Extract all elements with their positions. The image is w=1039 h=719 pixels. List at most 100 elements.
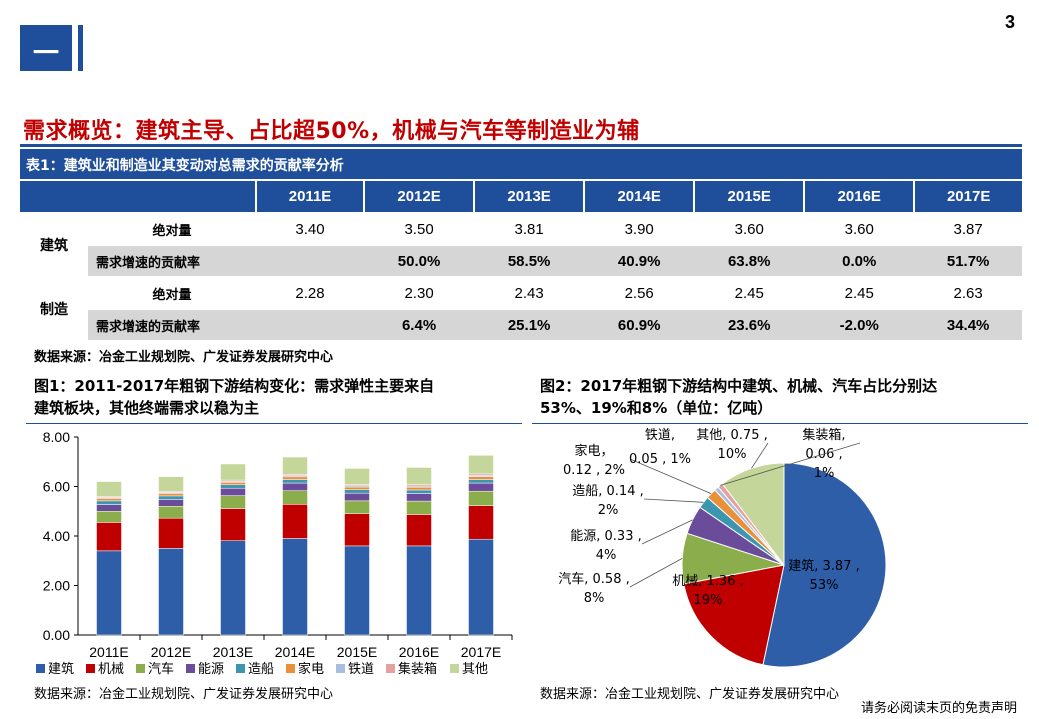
legend-swatch [36,664,45,673]
table-cell: 63.8% [694,245,805,278]
pie-label-text: 铁道, [645,428,675,443]
legend-label: 其他 [462,661,488,676]
pie-label-text: 家电， [574,443,613,459]
figure1-title-line: 图1：2011-2017年粗钢下游结构变化：需求弹性主要来自 [34,377,435,395]
table-cell: 40.9% [584,245,695,278]
table-cell: -2.0% [804,309,915,342]
figure1-source: 数据来源：冶金工业规划院、广发证券发展研究中心 [34,687,334,702]
pie-label: 建筑, 3.87 , 53% [788,558,859,593]
bar-segment [158,548,184,636]
table-caption: 表1：建筑业和制造业其变动对总需求的贡献率分析 [20,149,1022,179]
table-header-year: 2016E [803,181,915,214]
table-metric-label: 需求增速的贡献率 [88,309,256,342]
pie-label-text: 0.12 , 2% [563,463,625,478]
pie-leader-line [641,519,693,545]
bar-segment [220,487,246,496]
bar-segment [220,482,246,486]
bar-segment [158,506,184,519]
bar-segment [406,489,432,494]
bar-segment [282,504,308,539]
bar-segment [406,500,432,515]
table-header-blank [20,181,88,214]
legend-label: 机械 [98,661,124,676]
bar-segment [96,504,122,512]
bar-segment [96,522,122,552]
pie-label-text: 53% [810,578,839,593]
x-tick-label: 2014E [275,644,315,660]
table-row: 需求增速的贡献率 6.4% 25.1% 60.9% 23.6% -2.0% 34… [20,309,1022,342]
bar-segment [344,492,370,502]
bar-segment [468,482,494,492]
pie-label-text: 其他, 0.75 , [696,428,767,443]
table-header-year: 2017E [913,181,1022,214]
x-tick-label: 2013E [213,644,253,660]
bar-segment [406,467,432,486]
x-tick-label: 2016E [399,644,439,660]
pie-chart: 建筑, 3.87 , 53% 机械, 1.36 , 19% 汽车, 0.58 , 8% 能源… [558,427,887,668]
y-tick-label: 2.00 [43,578,70,594]
legend-swatch [386,664,395,673]
pie-label: 能源, 0.33 , 4% [570,529,641,563]
bar-segment [158,493,184,497]
x-tick-label: 2015E [337,644,377,660]
figure2-title-line: 53%、19%和8%（单位：亿吨） [540,399,773,417]
legend-label: 建筑 [48,661,74,676]
figure1-title-line: 建筑板块，其他终端需求以稳为主 [34,399,260,417]
table-cell: 3.81 [474,213,585,246]
bar-segment [220,508,246,541]
bar-segment [282,482,308,491]
x-tick-label: 2017E [461,644,501,660]
pie-label-text: 集装箱, [802,427,845,443]
pie-leader-line [629,558,683,588]
pie-label-text: 0.06 , [805,447,842,462]
table-cell: 2.45 [694,277,805,310]
figure1-title: 图1：2011-2017年粗钢下游结构变化：需求弹性主要来自 建筑板块，其他终端… [34,375,514,419]
bar-segment [468,538,494,636]
bar-segment [158,517,184,549]
bar-segment [344,513,370,547]
pie-slice [721,462,785,567]
contribution-table: 2011E 2012E 2013E 2014E 2015E 2016E 2017… [20,181,1022,342]
legend-label: 家电 [298,661,324,676]
table-cell: 51.7% [914,245,1022,278]
bar-segment [158,499,184,507]
table-row: 需求增速的贡献率 50.0% 58.5% 40.9% 63.8% 0.0% 51… [20,245,1022,278]
figure2-title-line: 图2：2017年粗钢下游结构中建筑、机械、汽车占比分别达 [540,377,938,395]
table-cell: 3.50 [364,213,475,246]
y-tick-label: 6.00 [43,479,70,495]
pie-label-text: 8% [584,591,605,606]
section-marker-text: 一 [32,39,59,69]
x-tick-label: 2012E [151,644,191,660]
bar-segment [468,455,494,475]
legend-label: 造船 [248,661,274,676]
bar-segment [468,479,494,484]
table-cell: 3.87 [914,213,1022,246]
y-tick-label: 0.00 [43,627,70,643]
pie-label-text: 2% [598,503,619,518]
bar-segment [406,493,432,502]
bar-segment [282,490,308,505]
table-header-row: 2011E 2012E 2013E 2014E 2015E 2016E 2017… [20,181,1022,214]
table-metric-label: 绝对量 [88,277,256,310]
bar-segment [406,545,432,636]
pie-leader-line [720,442,861,486]
pie-label-text: 机械, 1.36 , [672,574,743,589]
table-cell: 60.9% [584,309,695,342]
legend-label: 集装箱 [398,661,437,676]
bar-segment [220,495,246,509]
pie-label-text: 4% [596,548,617,563]
section-accent-bar [78,25,83,71]
legend-swatch [86,664,95,673]
figure2-title: 图2：2017年粗钢下游结构中建筑、机械、汽车占比分别达 53%、19%和8%（… [540,375,1030,419]
bar-segment [96,500,122,505]
legend-swatch [186,664,195,673]
bar-segment [96,550,122,636]
bar-segment [344,489,370,494]
bar-segment [468,490,494,506]
pie-label-text: 建筑, 3.87 , [788,558,859,574]
table-cell: 0.0% [804,245,915,278]
pie-label: 家电， 0.12 , 2% [563,443,625,478]
pie-label: 造船, 0.14 , 2% [572,484,643,518]
table-metric-label: 需求增速的贡献率 [88,245,256,278]
table-cell: 2.45 [804,277,915,310]
